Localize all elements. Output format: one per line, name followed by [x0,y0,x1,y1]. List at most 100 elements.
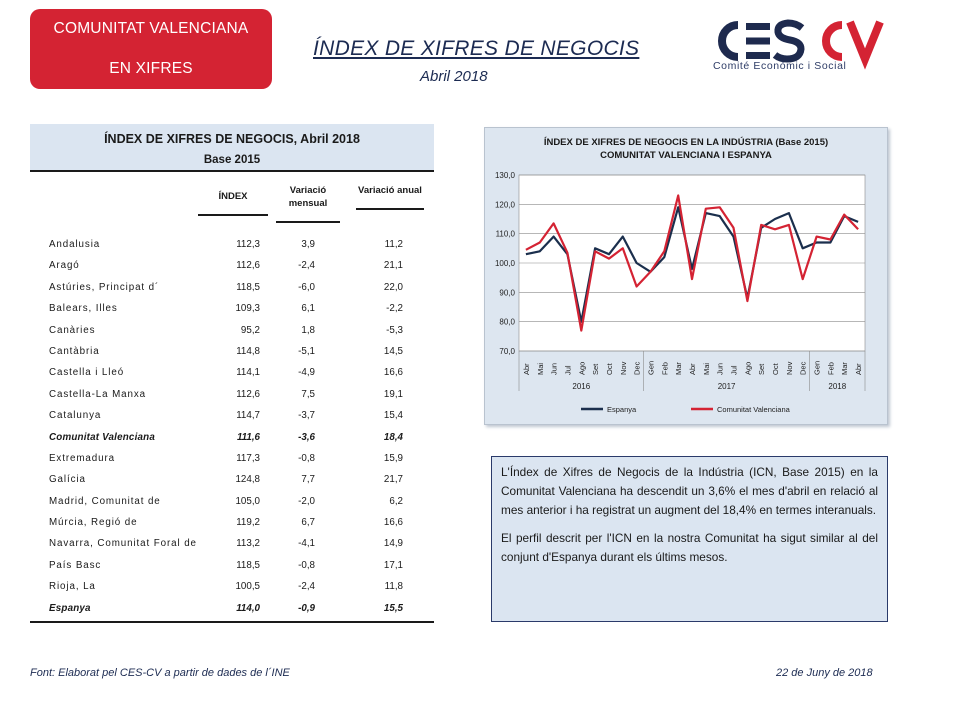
row-index: 117,3 [236,452,260,464]
row-annual-change: 17,1 [383,559,403,571]
commentary-box: L'Índex de Xifres de Negocis de la Indús… [491,456,888,622]
x-tick-label: Jul [563,365,572,375]
x-tick-label: Ago [743,362,752,375]
x-tick-label: Mai [536,363,545,375]
row-index: 112,3 [236,239,260,250]
y-tick-label: 80,0 [499,318,515,327]
row-annual-change: 15,5 [383,602,403,614]
row-name: Madrid, Comunitat de [49,495,161,507]
row-name: Canàries [49,324,96,336]
row-annual-change: 11,8 [384,581,403,593]
table-row: Extremadura 117,3 -0,8 15,9 [30,448,434,469]
row-annual-change: 11,2 [384,239,403,250]
column-header-index: ÍNDEX [198,190,268,216]
commentary-paragraph-2: El perfil descrit per l'ICN en la nostra… [501,531,878,564]
row-name: Astúries, Principat d´ [49,281,160,293]
source-note: Font: Elaborat pel CES-CV a partir de da… [30,667,290,679]
row-monthly-change: -0,8 [298,452,315,464]
row-monthly-change: 7,7 [301,474,315,486]
table-row: Canàries 95,2 1,8 -5,3 [30,320,434,341]
x-tick-label: Dec [799,361,808,375]
row-name: Aragó [49,260,80,272]
row-monthly-change: -2,4 [298,260,315,272]
data-table: ÍNDEX DE XIFRES DE NEGOCIS, Abril 2018 B… [30,124,434,624]
row-annual-change: 22,0 [383,281,403,293]
x-tick-label: Ago [577,362,586,375]
row-index: 114,7 [236,410,260,422]
legend-label: Espanya [607,405,637,414]
table-bottom-rule [30,621,434,624]
table-row: Catalunya 114,7 -3,7 15,4 [30,405,434,426]
row-monthly-change: -4,1 [298,538,315,550]
row-annual-change: -2,2 [386,303,403,315]
x-tick-label: Abr [854,363,863,375]
row-annual-change: 15,4 [383,410,403,422]
page-subtitle: Abril 2018 [420,68,488,85]
row-monthly-change: 3,9 [301,239,315,250]
table-base: Base 2015 [203,154,261,166]
table-row: Galícia 124,8 7,7 21,7 [30,469,434,490]
chart-title: ÍNDEX DE XIFRES DE NEGOCIS EN LA INDÚSTR… [543,137,829,148]
year-label: 2016 [572,382,590,391]
row-monthly-change: -6,0 [298,281,315,293]
commentary-paragraph-1: L'Índex de Xifres de Negocis de la Indús… [501,465,878,517]
row-index: 112,6 [236,388,260,400]
table-column-headers: ÍNDEX Variació mensual Variació anual [30,172,434,234]
x-tick-label: Jun [550,363,559,375]
x-tick-label: Nov [785,361,794,375]
row-index: 118,5 [236,559,260,571]
badge-line-2: EN XIFRES [109,60,193,77]
row-index: 118,5 [236,281,260,293]
y-tick-label: 120,0 [495,200,516,209]
row-annual-change: 18,4 [383,431,403,443]
x-tick-label: Abr [522,363,531,375]
table-row: Espanya 114,0 -0,9 15,5 [30,598,434,619]
row-monthly-change: -3,6 [298,431,315,443]
badge-line-1: COMUNITAT VALENCIANA [53,20,249,37]
row-index: 111,6 [236,431,260,443]
x-tick-label: Mai [702,363,711,375]
row-monthly-change: -2,4 [298,581,315,593]
table-row: Astúries, Principat d´ 118,5 -6,0 22,0 [30,277,434,298]
x-tick-label: Nov [619,361,628,375]
row-index: 119,2 [236,517,260,529]
row-name: Balears, Illes [49,303,118,315]
row-index: 124,8 [235,474,260,486]
logo-mark [718,19,884,70]
row-monthly-change: 1,8 [301,324,315,336]
row-name: Cantàbria [49,345,100,357]
row-index: 114,0 [236,602,260,614]
row-annual-change: 21,1 [383,260,403,272]
row-monthly-change: -5,1 [298,345,315,357]
publication-date: 22 de Juny de 2018 [776,667,873,679]
table-row: Aragó 112,6 -2,4 21,1 [30,255,434,276]
table-row: Andalusia 112,3 3,9 11,2 [30,234,434,255]
row-annual-change: 15,9 [383,452,403,464]
row-name: Espanya [49,602,91,614]
row-monthly-change: -4,9 [298,367,315,379]
table-header: ÍNDEX DE XIFRES DE NEGOCIS, Abril 2018 B… [30,124,434,172]
column-header-annual: Variació anual [356,184,424,210]
row-monthly-change: 6,7 [301,517,315,529]
page-title: ÍNDEX DE XIFRES DE NEGOCIS [313,37,640,60]
row-name: Castella-La Manxa [49,388,146,400]
line-chart: ÍNDEX DE XIFRES DE NEGOCIS EN LA INDÚSTR… [484,127,888,425]
row-annual-change: 19,1 [383,388,403,400]
table-row: Castella-La Manxa 112,6 7,5 19,1 [30,384,434,405]
year-label: 2018 [828,382,846,391]
x-tick-label: Gen [646,361,655,375]
row-index: 112,6 [236,260,260,272]
x-tick-label: Mar [840,362,849,375]
row-index: 95,2 [240,324,260,336]
x-tick-label: Gen [813,361,822,375]
row-index: 109,3 [235,303,260,315]
row-annual-change: 16,6 [383,367,403,379]
chart-subtitle: COMUNITAT VALENCIANA I ESPANYA [600,150,772,161]
logo-tagline: Comité Econòmic i Social [713,60,847,72]
x-tick-label: Jun [716,363,725,375]
cescv-logo [718,19,884,70]
row-name: Comunitat Valenciana [49,431,155,443]
row-name: Navarra, Comunitat Foral de [49,538,197,550]
row-index: 100,5 [235,581,260,593]
x-tick-label: Mar [674,362,683,375]
